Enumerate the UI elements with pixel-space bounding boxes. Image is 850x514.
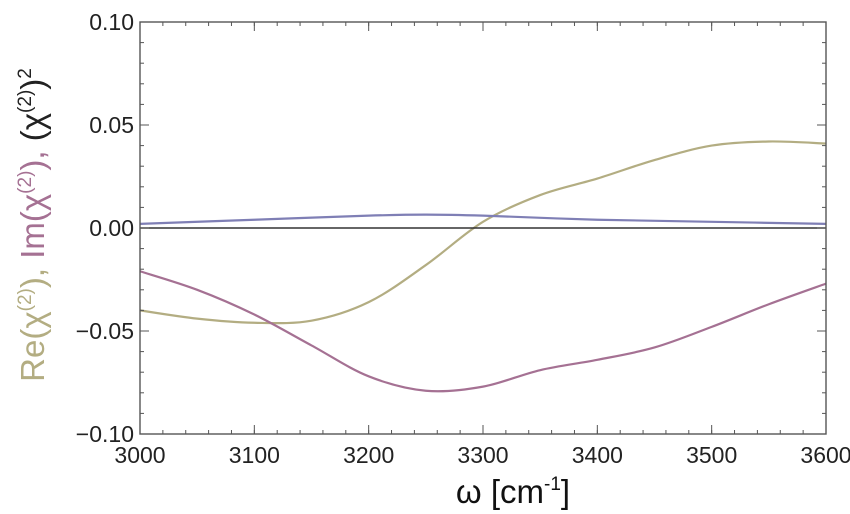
series-layer [139,140,827,393]
y-title-re: Re(χ [14,311,51,382]
x-tick-label: 3300 [457,442,508,468]
ticks-layer [139,21,827,435]
series-line-re [139,140,827,325]
x-axis-title: ω [cm-1] [456,473,570,510]
series-line-im [139,270,827,393]
x-tick-label: 3500 [686,442,737,468]
y-axis-title: Re(χ(2)), Im(χ(2)), (χ(2))2 [14,68,51,382]
tick-labels: 3000 3100 3200 3300 3400 3500 3600 −0.10 −0.05 0.… [76,9,850,468]
y-title-im: Im(χ [14,194,51,259]
y-title-sq-sup: (2) [15,90,36,113]
y-tick-label: −0.05 [76,318,134,344]
x-tick-label: 3600 [800,442,850,468]
y-title-sq: (χ [14,113,51,141]
y-title-sq-sup2: 2 [15,68,36,79]
x-axis-title-main: ω [cm [456,473,544,510]
y-tick-label: 0.10 [89,9,134,35]
x-axis-title-sup: -1 [544,474,561,495]
y-title-im-sup: (2) [15,171,36,194]
x-tick-label: 3200 [343,442,394,468]
series-line-squared [139,213,827,225]
y-title-re-tail: ), [14,259,51,288]
x-tick-label: 3100 [229,442,280,468]
y-title-im-tail: ), [14,141,51,170]
y-tick-label: 0.00 [89,215,134,241]
x-axis-title-tail: ] [561,473,570,510]
y-tick-label: −0.10 [76,421,134,447]
y-title-sq-tail: ) [14,79,51,90]
x-tick-label: 3000 [114,442,165,468]
x-tick-label: 3400 [572,442,623,468]
y-tick-label: 0.05 [89,112,134,138]
y-title-re-sup: (2) [15,288,36,311]
